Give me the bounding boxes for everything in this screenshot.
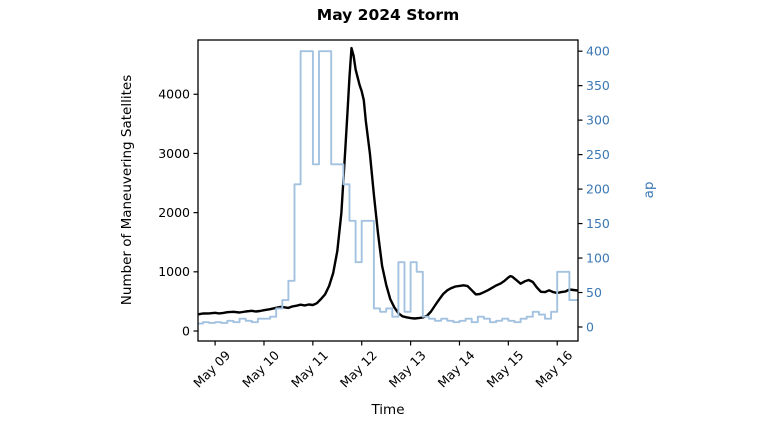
left-tick-label: 2000 — [158, 205, 190, 220]
right-tick-label: 150 — [586, 216, 610, 231]
x-axis-label: Time — [371, 402, 405, 418]
x-tick-label: May 16 — [532, 347, 575, 390]
x-tick-label: May 14 — [435, 347, 478, 390]
right-tick-label: 300 — [586, 112, 610, 127]
series-satellites — [198, 46, 578, 320]
chart-title: May 2024 Storm — [316, 6, 460, 24]
right-tick-label: 250 — [586, 147, 610, 162]
plot-area — [198, 46, 578, 325]
x-tick-label: May 11 — [288, 348, 331, 391]
series-ap — [198, 50, 578, 325]
left-tick-label: 0 — [182, 323, 190, 338]
left-tick-label: 4000 — [158, 87, 190, 102]
right-tick-label: 200 — [586, 181, 610, 196]
x-tick-label: May 12 — [337, 348, 380, 391]
right-tick-label: 350 — [586, 78, 610, 93]
x-tick-label: May 10 — [239, 347, 282, 390]
left-tick-label: 3000 — [158, 146, 190, 161]
right-tick-label: 50 — [586, 285, 602, 300]
plot-frame — [197, 39, 579, 342]
x-tick-label: May 09 — [190, 347, 233, 390]
x-tick-label: May 13 — [386, 348, 429, 391]
x-tick-label: May 15 — [484, 348, 527, 391]
right-tick-label: 0 — [586, 319, 594, 334]
right-tick-label: 400 — [586, 43, 610, 58]
right-tick-label: 100 — [586, 250, 610, 265]
left-tick-label: 1000 — [158, 264, 190, 279]
